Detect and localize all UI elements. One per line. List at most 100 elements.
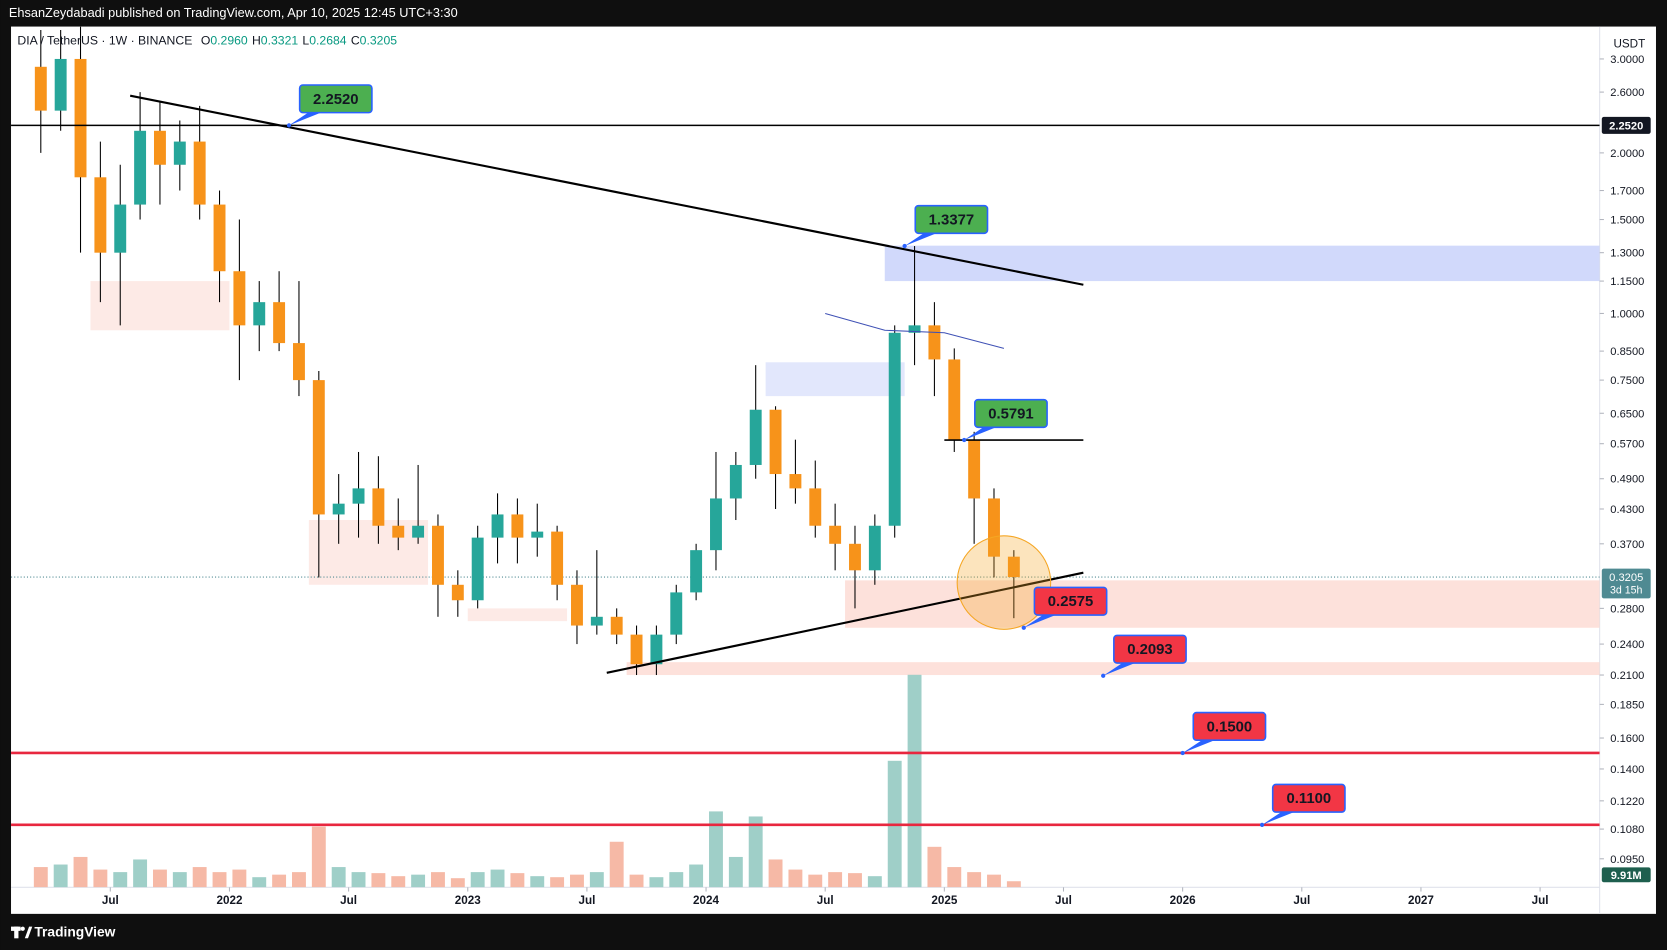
legend-key: H [252, 34, 261, 48]
volume-bar [550, 877, 565, 888]
candle-body [233, 271, 246, 326]
candle-body [332, 503, 345, 515]
x-tick-label: 2026 [1170, 894, 1196, 907]
volume-bar [967, 872, 982, 888]
volume-bar [331, 867, 346, 888]
candle-body [74, 58, 87, 178]
volume-bar [768, 859, 783, 888]
volume-bar [629, 874, 644, 888]
volume-bar [53, 864, 68, 888]
volume-bar [133, 859, 148, 888]
zone [467, 608, 568, 622]
candle-body [193, 141, 206, 205]
x-tick-label: 2025 [931, 894, 957, 907]
volume-bar [808, 874, 823, 888]
currency: USDT [1613, 38, 1645, 51]
candle-body [432, 525, 444, 585]
x-tick-label: Jul [1055, 894, 1072, 907]
callout-pointer [904, 233, 937, 247]
axis-tag-label: 2.2520 [1609, 120, 1643, 132]
candle-body [868, 525, 881, 571]
x-tick-label: Jul [340, 894, 357, 907]
volume-bar [490, 869, 505, 888]
candle-body [809, 488, 822, 526]
candle-body [670, 592, 683, 635]
x-tick-label: 2024 [693, 894, 719, 907]
volume-bar [530, 876, 545, 888]
volume-bar [570, 874, 584, 888]
candle-body [789, 474, 802, 489]
volume-bar [728, 856, 743, 888]
candle-body [1007, 556, 1020, 578]
volume-bar [391, 876, 406, 888]
y-tick-label: 0.2100 [1610, 670, 1644, 682]
volume-bar [669, 872, 684, 888]
callout-box [1192, 711, 1267, 742]
axis-tag [1601, 116, 1651, 134]
y-tick-label: 0.2400 [1610, 639, 1644, 651]
candle-body [412, 525, 425, 538]
trendline [606, 571, 1084, 674]
volume-bar [411, 874, 426, 888]
volume-tag-label: 9.91M [1611, 870, 1642, 882]
callout-box [914, 204, 989, 235]
callout-box [1271, 783, 1346, 813]
volume-bar [689, 864, 704, 888]
volume-bar [351, 872, 366, 888]
callout-label: 0.1500 [1207, 719, 1252, 735]
zone [845, 580, 1600, 628]
y-tick-label: 0.1600 [1610, 733, 1644, 745]
volume-bar [589, 872, 604, 888]
candle-body [293, 343, 305, 381]
y-tick-label: 0.3700 [1610, 539, 1644, 551]
y-tick-label: 0.5700 [1610, 439, 1644, 451]
candle-body [829, 525, 842, 544]
volume-bar [649, 877, 664, 888]
volume-bar [172, 872, 187, 888]
volume-bar [947, 867, 962, 888]
volume-bar [867, 876, 882, 888]
x-tick-label: Jul [102, 894, 119, 907]
x-tick-label: Jul [1532, 894, 1549, 907]
candle-body [511, 514, 524, 538]
callout-tip [1101, 673, 1106, 678]
x-tick-label: Jul [1293, 894, 1310, 907]
candle-body [551, 531, 564, 585]
y-tick-label: 1.5000 [1610, 215, 1644, 227]
legend-value: 0.3321 [261, 34, 299, 48]
volume-bar [371, 873, 386, 888]
volume-bar [232, 869, 247, 888]
zone [90, 281, 230, 331]
volume-bar [311, 826, 326, 888]
volume-tag [1601, 867, 1651, 883]
volume-bar [1006, 881, 1021, 888]
y-tick-label: 0.7500 [1610, 375, 1644, 387]
callout-box [298, 84, 373, 114]
volume-bar [73, 856, 88, 888]
candle-body [610, 616, 623, 635]
candle-body [471, 537, 484, 601]
y-tick-label: 1.1500 [1610, 276, 1644, 288]
y-tick-label: 0.1850 [1610, 699, 1644, 711]
overlay: DIA / TetherUS · 1W · BINANCE O0.2960 H0.3… [17, 34, 1651, 907]
candle-body [769, 409, 782, 475]
trendline [825, 312, 1005, 349]
volume-bar [252, 877, 267, 888]
y-tick-label: 0.1400 [1610, 764, 1644, 776]
y-tick-label: 3.0000 [1610, 54, 1644, 66]
callout-label: 1.3377 [929, 212, 974, 228]
callout-box [974, 398, 1048, 429]
callout-tip [286, 123, 292, 128]
plot [11, 26, 1600, 888]
candle-body [849, 543, 861, 571]
candle-body [114, 204, 127, 253]
candle-body [392, 525, 405, 538]
x-tick-label: 2023 [455, 894, 481, 907]
legend-key: L [302, 34, 309, 48]
volume-bar [33, 867, 48, 888]
publish-info: EhsanZeydabadi published on TradingView.… [9, 5, 458, 20]
candle-body [312, 380, 325, 515]
price-tag-label: 0.3205 [1609, 572, 1643, 584]
candle-body [531, 531, 544, 538]
